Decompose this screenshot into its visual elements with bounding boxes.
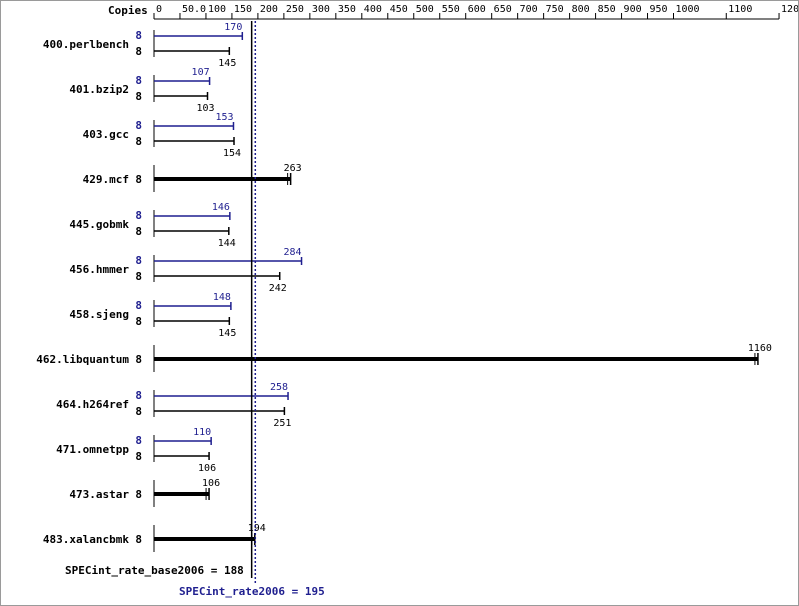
value-label-base: 242 [269,283,287,294]
copies-base: 8 [135,488,142,501]
x-tick-label: 0 [156,4,162,15]
value-label-base: 251 [273,418,291,429]
value-label-peak: 170 [224,22,242,33]
value-label-base: 106 [198,463,216,474]
x-tick-label: 950 [650,4,668,15]
copies-base: 8 [135,533,142,546]
value-label-base: 145 [218,58,236,69]
x-tick-label: 700 [520,4,538,15]
x-tick-label: 650 [494,4,512,15]
summary-base-label: SPECint_rate_base2006 = 188 [65,564,244,577]
copies-base: 8 [135,90,142,103]
value-label-base: 144 [218,238,236,249]
copies-base: 8 [135,353,142,366]
x-tick-label: 350 [338,4,356,15]
value-label-base: 145 [218,328,236,339]
copies-peak: 8 [135,74,142,87]
x-tick-label: 1200 [781,4,798,15]
benchmark-label: 429.mcf [83,173,129,186]
copies-peak: 8 [135,254,142,267]
benchmark-label: 464.h264ref [56,398,129,411]
benchmark-label: 458.sjeng [69,308,129,321]
x-tick-label: 500 [416,4,434,15]
x-tick-label: 1000 [676,4,700,15]
copies-peak: 8 [135,434,142,447]
value-label-base: 1160 [748,343,772,354]
x-tick-label: 600 [468,4,486,15]
x-tick-label: 1100 [728,4,752,15]
x-tick-label: 550 [442,4,460,15]
copies-base: 8 [135,225,142,238]
copies-base: 8 [135,270,142,283]
x-tick-label: 150 [234,4,252,15]
x-tick-label: 800 [572,4,590,15]
value-label-peak: 107 [192,67,210,78]
x-tick-label: 300 [312,4,330,15]
value-label-peak: 258 [270,382,288,393]
copies-peak: 8 [135,389,142,402]
x-tick-label: 450 [390,4,408,15]
benchmark-label: 400.perlbench [43,38,129,51]
value-label-base: 154 [223,148,241,159]
copies-peak: 8 [135,209,142,222]
copies-peak: 8 [135,299,142,312]
benchmark-label: 445.gobmk [69,218,129,231]
value-label-peak: 148 [213,292,231,303]
benchmark-label: 471.omnetpp [56,443,129,456]
value-label-base: 194 [248,523,266,534]
value-label-peak: 146 [212,202,230,213]
value-label-peak: 153 [215,112,233,123]
copies-base: 8 [135,135,142,148]
copies-peak: 8 [135,119,142,132]
x-tick-label: 750 [546,4,564,15]
copies-base: 8 [135,450,142,463]
x-tick-label: 200 [260,4,278,15]
value-label-base: 103 [196,103,214,114]
value-label-base: 106 [202,478,220,489]
value-label-peak: 284 [284,247,302,258]
copies-base: 8 [135,405,142,418]
benchmark-label: 473.astar [69,488,129,501]
copies-base: 8 [135,315,142,328]
x-tick-label: 50.0 [182,4,206,15]
x-tick-label: 900 [624,4,642,15]
copies-base: 8 [135,45,142,58]
summary-peak-label: SPECint_rate2006 = 195 [179,585,325,598]
copies-base: 8 [135,173,142,186]
benchmark-label: 462.libquantum [36,353,129,366]
x-tick-label: 850 [598,4,616,15]
benchmark-label: 456.hmmer [69,263,129,276]
x-tick-label: 100 [208,4,226,15]
copies-header: Copies [108,4,148,17]
value-label-peak: 110 [193,427,211,438]
x-tick-label: 250 [286,4,304,15]
benchmark-label: 401.bzip2 [69,83,129,96]
copies-peak: 8 [135,29,142,42]
benchmark-label: 403.gcc [83,128,129,141]
x-tick-label: 400 [364,4,382,15]
value-label-base: 263 [284,163,302,174]
benchmark-label: 483.xalancbmk [43,533,129,546]
